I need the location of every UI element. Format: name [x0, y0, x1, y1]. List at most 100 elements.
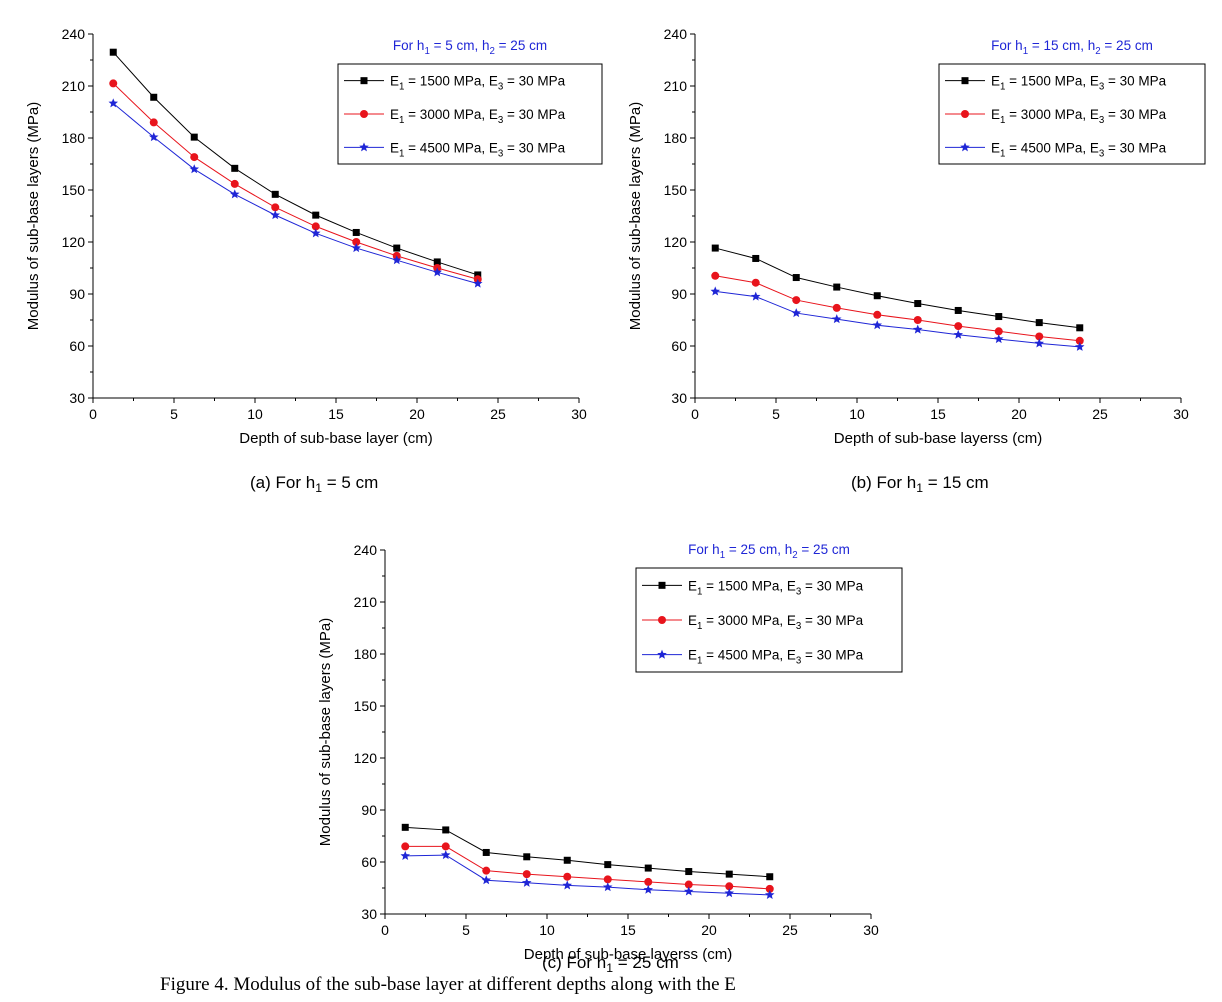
data-point [603, 875, 612, 884]
data-point [1034, 338, 1045, 348]
legend-marker [657, 649, 667, 659]
legend-marker [658, 616, 666, 624]
y-tick-label: 30 [671, 390, 687, 406]
data-point [312, 211, 320, 219]
data-point [602, 882, 613, 892]
x-tick-label: 5 [170, 406, 178, 422]
data-point [109, 79, 118, 88]
data-point [912, 324, 923, 334]
y-tick-label: 30 [69, 390, 85, 406]
data-point [231, 164, 239, 172]
data-point [724, 888, 735, 898]
series-circle [711, 271, 1084, 345]
x-tick-label: 15 [620, 922, 636, 938]
chart-panel-c: 0 5 10 15 20 25 30 30 60 90 120 150 180 210 240 Depth o… [317, 542, 903, 975]
data-point [604, 861, 612, 869]
data-point [792, 274, 800, 282]
data-point [766, 873, 774, 881]
y-tick-label: 120 [62, 234, 86, 250]
y-tick-label: 60 [361, 854, 377, 870]
chart-panel-a: 0 5 10 15 20 25 30 30 60 90 120 150 180 210 240 Depth o… [25, 26, 603, 495]
data-point [684, 880, 693, 889]
series-star [710, 286, 1085, 351]
data-point [1076, 324, 1084, 332]
x-tick-label: 15 [930, 406, 946, 422]
data-point [725, 882, 734, 891]
data-point [993, 334, 1004, 344]
y-tick-label: 240 [62, 26, 86, 42]
data-point [310, 228, 321, 238]
y-axis-label: Modulus of sub-base layers (MPa) [317, 618, 334, 846]
series-line [405, 845, 770, 890]
data-point [914, 300, 922, 308]
legend-entry: E1​ = 1500 MPa, E3​ = 30 MPa [390, 74, 566, 93]
data-point [873, 310, 882, 319]
figure-caption-strip: Figure 4. Modulus of the sub-base layer … [0, 970, 1222, 1002]
data-point [872, 320, 883, 330]
data-point [563, 872, 572, 881]
data-point [482, 866, 491, 875]
data-point [563, 856, 571, 864]
series-star [108, 98, 483, 288]
y-tick-label: 120 [354, 750, 378, 766]
data-point [644, 877, 653, 886]
series-line [715, 290, 1080, 348]
data-point [440, 850, 451, 860]
legend-title: For h1​ = 25 cm, h2​ = 25 cm [688, 542, 850, 561]
y-tick-label: 60 [671, 338, 687, 354]
data-point [400, 850, 411, 860]
series-square [711, 244, 1084, 332]
panel-caption: (b) For h1​ = 15 cm [851, 473, 989, 495]
data-point [352, 238, 361, 246]
y-tick-label: 90 [671, 286, 687, 302]
series-line [715, 275, 1080, 342]
data-point [995, 313, 1003, 321]
legend-marker [961, 110, 969, 118]
y-tick-label: 120 [664, 234, 688, 250]
data-point [953, 329, 964, 339]
y-tick-label: 60 [69, 338, 85, 354]
y-tick-label: 150 [354, 698, 378, 714]
data-point [401, 842, 410, 851]
data-point [711, 244, 719, 252]
x-tick-label: 25 [782, 922, 798, 938]
y-tick-label: 90 [361, 802, 377, 818]
data-point [482, 848, 490, 856]
data-point [442, 826, 450, 834]
data-point [271, 190, 279, 198]
data-point [474, 271, 482, 279]
panel-caption: (a) For h1​ = 5 cm [250, 473, 378, 495]
legend-entry: E1​ = 4500 MPa, E3​ = 30 MPa [688, 648, 864, 667]
data-point [230, 179, 239, 188]
data-point [433, 258, 441, 266]
x-axis-label: Depth of sub-base layerss (cm) [524, 946, 732, 963]
series-line [112, 83, 478, 280]
legend-marker [359, 142, 369, 152]
data-point [189, 164, 200, 174]
y-tick-label: 240 [664, 26, 688, 42]
legend-entry: E1​ = 1500 MPa, E3​ = 30 MPa [688, 578, 864, 597]
legend-title: For h1​ = 5 cm, h2​ = 25 cm [393, 38, 547, 57]
series-square [109, 48, 482, 279]
legend-entry: E1​ = 3000 MPa, E3​ = 30 MPa [688, 613, 864, 632]
data-point [832, 303, 841, 312]
data-point [150, 93, 158, 101]
data-point [271, 203, 280, 212]
data-point [831, 314, 842, 324]
data-point [765, 884, 774, 893]
chart-panel-b: 0 5 10 15 20 25 30 30 60 90 120 150 180 210 240 Depth o… [627, 26, 1206, 495]
y-tick-label: 180 [354, 646, 378, 662]
y-axis-label: Modulus of sub-base layers (MPa) [25, 102, 42, 330]
y-tick-label: 210 [664, 78, 688, 94]
data-point [401, 823, 409, 831]
data-point [270, 210, 281, 220]
data-point [472, 278, 483, 288]
data-point [523, 853, 531, 861]
data-point [792, 296, 801, 305]
x-tick-label: 30 [863, 922, 879, 938]
data-point [954, 306, 962, 314]
data-point [913, 316, 922, 324]
x-tick-label: 25 [1092, 406, 1108, 422]
data-point [750, 291, 761, 301]
